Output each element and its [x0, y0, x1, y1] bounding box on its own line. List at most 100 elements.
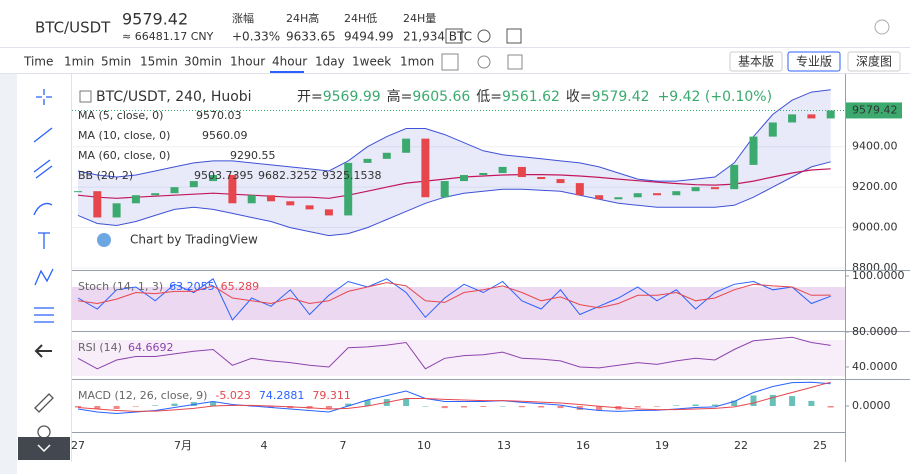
stat-label: 24H量 — [403, 12, 436, 25]
trendline-tool[interactable] — [33, 127, 53, 143]
macd-hist — [422, 406, 429, 407]
candle — [189, 181, 198, 188]
candle — [807, 114, 816, 119]
candle — [402, 138, 411, 153]
macd-hist — [268, 406, 274, 408]
chart-icon[interactable] — [445, 28, 463, 44]
ohlc-value: 9569.99 — [323, 89, 381, 105]
macd-hist — [94, 406, 101, 409]
theme-icon[interactable] — [874, 19, 890, 35]
x-tick-label: 7月 — [174, 439, 192, 452]
indicator-value: 9570.03 — [196, 109, 242, 122]
indicator-icon[interactable] — [441, 53, 459, 71]
last-price-label: 9579.42 — [852, 103, 898, 116]
crosshair-tool[interactable] — [36, 89, 52, 105]
interval-button[interactable]: Time — [23, 55, 53, 69]
legend-row: BTC/USDT, 240, Huobi — [96, 89, 252, 105]
brush-tool[interactable] — [33, 202, 53, 216]
x-tick-label: 7 — [340, 439, 347, 452]
bb-upper — [77, 89, 831, 182]
candle — [324, 209, 333, 216]
change: +9.42 (+0.10%) — [658, 89, 772, 105]
candle — [151, 193, 160, 196]
rsi-value: 64.6692 — [128, 341, 174, 354]
macd-hist — [750, 395, 757, 406]
measure-tool[interactable] — [34, 307, 54, 323]
fib-tool[interactable] — [33, 159, 53, 179]
signal-line — [77, 381, 831, 412]
indicator-value: 9503.7395 — [194, 169, 254, 182]
candle — [826, 110, 835, 119]
candle — [749, 136, 758, 165]
text-tool[interactable] — [38, 232, 50, 249]
indicator-name: MA (10, close, 0) — [78, 129, 170, 142]
collapse-button[interactable] — [18, 437, 70, 460]
candle — [228, 175, 237, 204]
macd-hist — [634, 406, 641, 408]
ohlc-label: 低= — [476, 89, 502, 105]
header-icons — [441, 19, 890, 71]
version-button[interactable] — [847, 51, 901, 72]
interval-button[interactable]: 5min — [101, 55, 131, 69]
settings-icon[interactable] — [477, 29, 491, 43]
back-tool[interactable] — [34, 344, 52, 358]
candle — [209, 175, 218, 182]
version-button[interactable] — [729, 51, 783, 72]
version-button[interactable] — [787, 51, 841, 72]
legend-row: MACD (12, 26, close, 9) -5.023 74.2881 79.3… — [78, 389, 351, 402]
fullscreen-icon[interactable] — [506, 28, 522, 44]
indicator-value: 9290.55 — [230, 149, 276, 162]
price: 9579.42 — [122, 10, 188, 29]
collapse-legend[interactable] — [79, 90, 92, 103]
macd-hist — [152, 405, 159, 406]
bb-fill — [78, 89, 831, 236]
legend-row: 开=9569.99 高=9605.66 低=9561.62 收=9579.42 +9.4… — [297, 88, 772, 105]
macd-hist — [461, 406, 467, 408]
interval-button[interactable]: 30min — [184, 55, 222, 69]
candle — [537, 177, 546, 180]
interval-button[interactable]: 1min — [64, 55, 94, 69]
ruler-tool[interactable] — [34, 393, 54, 413]
macd-hist — [210, 401, 217, 406]
macd-hist — [654, 406, 660, 407]
candle — [595, 195, 604, 200]
candle — [710, 187, 719, 190]
macd-hist — [441, 406, 448, 409]
macd-value: 74.2881 — [259, 389, 305, 402]
ohlc-value: 9579.42 — [592, 89, 650, 105]
chart-title: BTC/USDT, 240, Huobi — [96, 89, 252, 105]
interval-button[interactable]: 1mon — [400, 55, 434, 69]
macd-hist — [538, 406, 545, 408]
version-label[interactable]: 深度图 — [856, 54, 892, 69]
candle — [653, 193, 661, 196]
macd-hist — [325, 406, 332, 409]
macd-hist — [711, 404, 718, 406]
version-label[interactable]: 专业版 — [796, 54, 832, 69]
chart-settings-icon[interactable] — [477, 55, 491, 69]
pattern-tool[interactable] — [34, 268, 54, 286]
interval-button[interactable]: 1day — [315, 55, 345, 69]
candle — [498, 166, 507, 173]
x-tick-label: 19 — [655, 439, 669, 452]
candle — [517, 166, 526, 178]
macd-hist — [769, 394, 776, 406]
macd-hist-value: -5.023 — [215, 389, 250, 402]
candle — [170, 187, 179, 194]
snapshot-icon[interactable] — [507, 54, 523, 70]
macd-hist — [345, 403, 352, 406]
interval-button[interactable]: 1hour — [230, 55, 265, 69]
interval-button[interactable]: 1week — [352, 55, 391, 69]
candle — [305, 205, 314, 210]
stoch-k-value: 63.2055 — [169, 280, 215, 293]
stat-value: 9494.99 — [344, 30, 394, 44]
candle — [575, 183, 584, 196]
y-tick-label: 0.0000 — [852, 399, 891, 412]
interval-button[interactable]: 15min — [140, 55, 178, 69]
interval-button[interactable]: 4hour — [272, 55, 307, 69]
version-label[interactable]: 基本版 — [738, 55, 774, 69]
candle — [479, 172, 488, 176]
indicator-value: 9682.3252 — [258, 169, 318, 182]
macd-hist — [480, 406, 487, 407]
drawing-tools[interactable] — [33, 89, 54, 439]
